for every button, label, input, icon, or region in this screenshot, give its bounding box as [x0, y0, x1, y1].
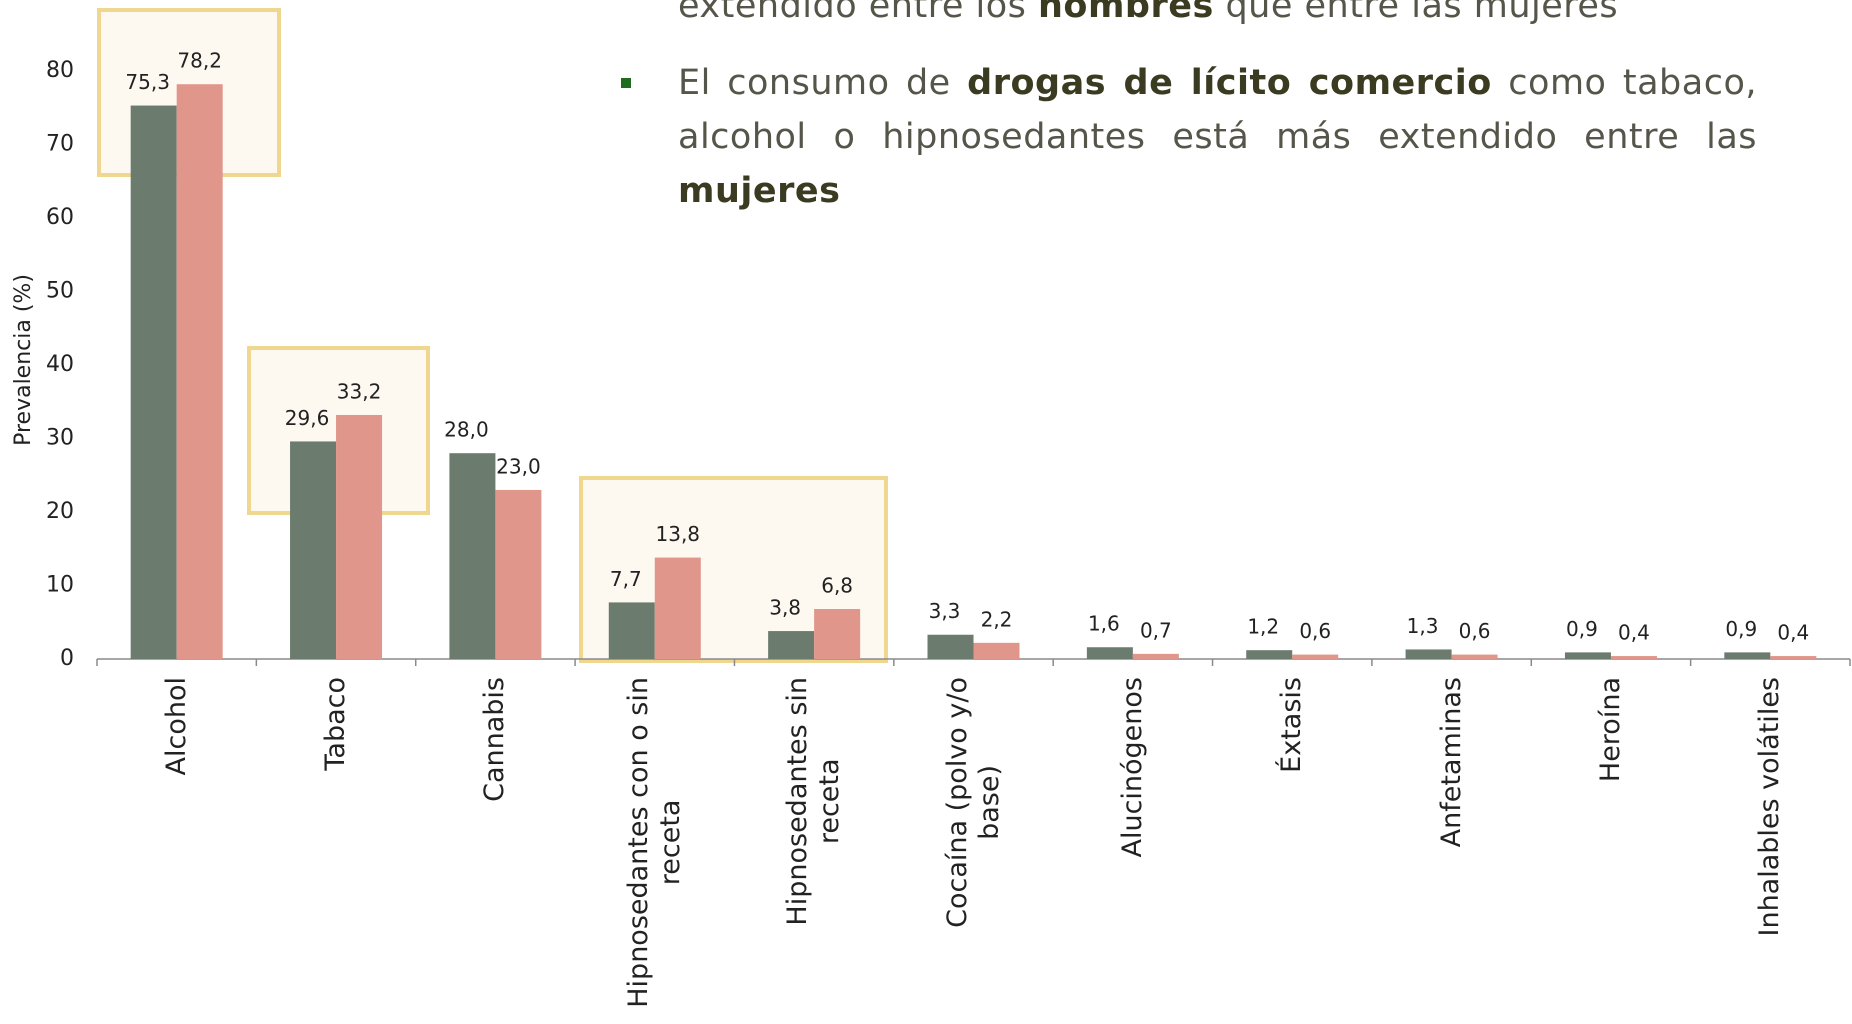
y-tick-label: 10 — [46, 573, 74, 598]
bar — [654, 557, 701, 659]
bullet — [621, 78, 631, 88]
bar — [130, 105, 177, 660]
value-label: 1,2 — [1247, 615, 1279, 639]
bar — [1610, 656, 1657, 659]
y-tick-label: 20 — [46, 499, 74, 524]
x-tick-label: Éxtasis — [1276, 677, 1308, 773]
x-tick-label: Cocaína (polvo y/o base) — [941, 677, 1005, 928]
bar — [1724, 652, 1771, 659]
value-label: 0,9 — [1725, 617, 1757, 641]
value-label: 13,8 — [656, 522, 701, 546]
bar — [176, 84, 223, 660]
note-text: mujeres — [678, 171, 841, 211]
note-text: hombres — [1037, 0, 1214, 26]
note-paragraph: El consumo de drogas de lícito comercio … — [678, 56, 1757, 218]
x-tick-label: Cannabis — [479, 677, 511, 802]
value-label: 1,3 — [1407, 614, 1439, 638]
note-text: drogas de lícito comercio — [967, 63, 1492, 103]
x-tick-label: Alcohol — [160, 677, 192, 776]
value-label: 0,6 — [1299, 619, 1331, 643]
bar — [290, 441, 337, 659]
value-label: 0,4 — [1618, 621, 1650, 645]
value-label: 2,2 — [981, 607, 1013, 631]
bar — [1405, 649, 1452, 659]
x-tick-label: Anfetaminas — [1435, 677, 1467, 848]
bar — [1132, 653, 1179, 659]
value-label: 75,3 — [125, 70, 170, 94]
y-tick-label: 40 — [46, 352, 74, 377]
y-tick-label: 60 — [46, 205, 74, 230]
value-label: 29,6 — [285, 406, 330, 430]
note-text: que entre las mujeres — [1213, 0, 1619, 26]
bar — [1086, 647, 1133, 659]
bar — [336, 414, 383, 659]
bar — [1451, 654, 1498, 659]
x-tick-label: Alucinógenos — [1116, 677, 1148, 858]
note-text: extendido entre los — [678, 0, 1038, 26]
value-label: 7,7 — [610, 567, 642, 591]
bar — [927, 634, 974, 659]
note-text: El consumo de — [678, 63, 968, 103]
y-tick-label: 30 — [46, 426, 74, 451]
value-label: 1,6 — [1088, 612, 1120, 636]
bar — [495, 489, 542, 659]
value-label: 3,8 — [769, 596, 801, 620]
x-tick-label: Heroína — [1594, 677, 1626, 783]
y-tick-label: 0 — [60, 646, 74, 671]
value-label: 33,2 — [337, 379, 382, 403]
bar — [1246, 650, 1293, 659]
y-tick-label: 80 — [46, 58, 74, 83]
value-label: 0,4 — [1777, 621, 1809, 645]
bar — [1292, 654, 1339, 659]
bar — [1564, 652, 1611, 659]
value-label: 78,2 — [177, 49, 222, 73]
value-label: 0,6 — [1459, 619, 1491, 643]
y-tick-label: 70 — [46, 132, 74, 157]
value-label: 28,0 — [444, 418, 489, 442]
bar — [608, 602, 655, 659]
highlight-boxes — [97, 8, 888, 663]
x-tick-label: Inhalables volátiles — [1754, 677, 1786, 937]
bar — [768, 631, 815, 659]
value-label: 0,7 — [1140, 618, 1172, 642]
bar — [814, 609, 861, 659]
note-text: como tabaco, alcohol o hipnosedantes est… — [678, 63, 1758, 157]
value-label: 3,3 — [929, 599, 961, 623]
x-tick-label: Hipnosedantes sin receta — [782, 677, 846, 926]
bar — [1770, 656, 1817, 659]
bar — [973, 642, 1020, 659]
value-label: 23,0 — [496, 454, 541, 478]
note-paragraph: extendido entre los hombres que entre la… — [678, 0, 1757, 33]
value-label: 0,9 — [1566, 617, 1598, 641]
bar — [449, 453, 496, 659]
x-tick-label: Hipnosedantes con o sin receta — [622, 677, 686, 1008]
y-tick-label: 50 — [46, 279, 74, 304]
x-tick-label: Tabaco — [320, 677, 352, 771]
y-axis-title: Prevalencia (%) — [11, 274, 36, 446]
value-label: 6,8 — [821, 574, 853, 598]
